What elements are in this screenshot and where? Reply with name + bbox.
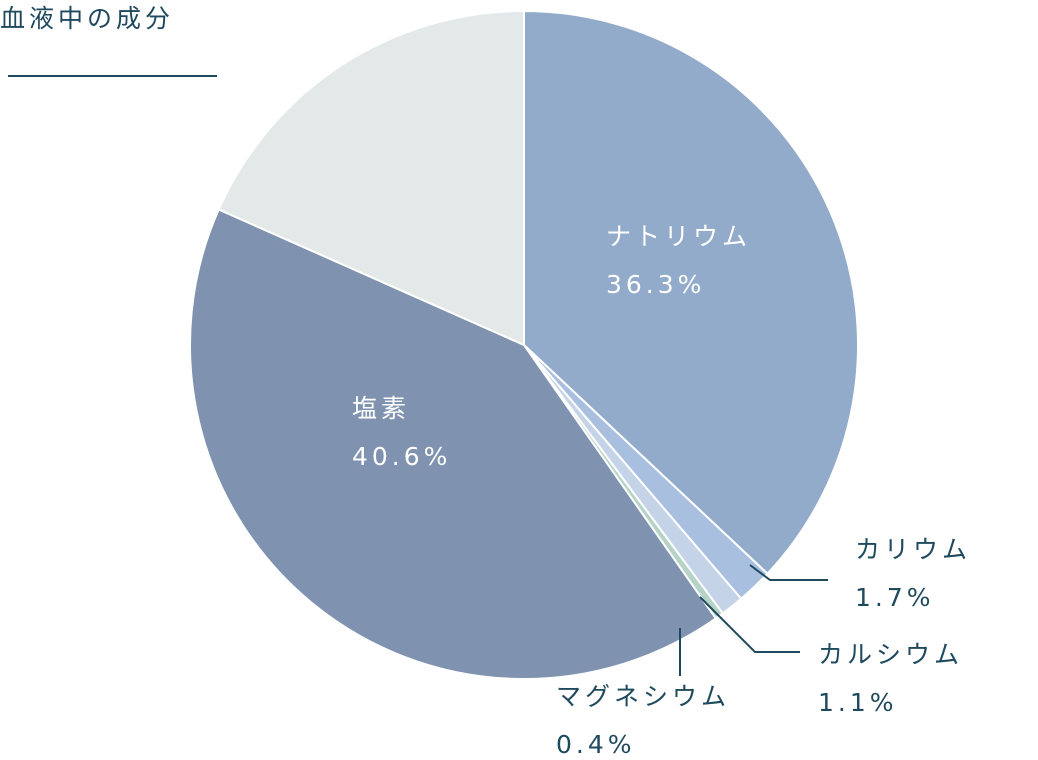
pie-slice: [189, 208, 718, 680]
slice-label: カルシウム: [818, 640, 963, 669]
value-label: 40.6%: [352, 442, 451, 471]
slice-label: カリウム: [855, 535, 971, 564]
value-label: 36.3%: [606, 270, 705, 299]
value-label: 1.7%: [855, 583, 935, 612]
leader-line: [699, 596, 800, 653]
slice-label: 塩素: [352, 394, 410, 423]
slice-label: マグネシウム: [556, 682, 730, 711]
value-label: 0.4%: [556, 730, 636, 759]
slice-label: ナトリウム: [606, 222, 751, 251]
leader-line: [749, 564, 828, 581]
chart-title: 血液中の成分: [0, 4, 174, 33]
pie-slice: [523, 9, 859, 576]
pie-slice: [217, 9, 525, 347]
value-label: 1.1%: [818, 688, 898, 717]
